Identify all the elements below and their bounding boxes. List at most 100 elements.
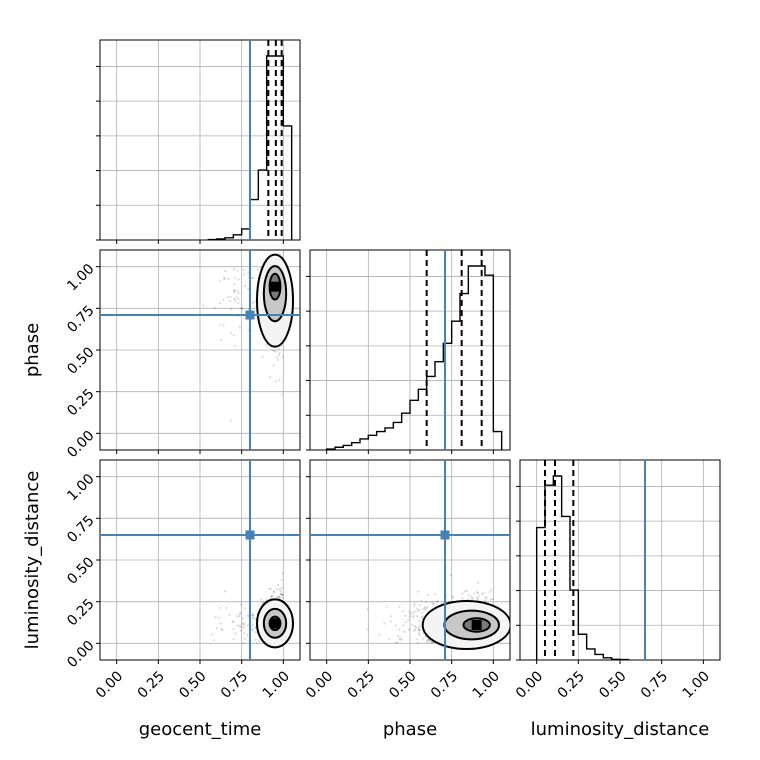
- panel-phase-hist: [306, 249, 511, 454]
- sample-point: [425, 639, 429, 642]
- sample-point: [411, 616, 415, 619]
- sample-point: [409, 612, 412, 615]
- sample-point: [484, 595, 487, 599]
- sample-point: [281, 596, 284, 600]
- sample-point: [232, 288, 236, 292]
- sample-point: [398, 638, 402, 641]
- histogram-luminosity_distance: [535, 475, 630, 661]
- sample-point: [431, 603, 435, 606]
- x-tick-label: 0.75: [218, 668, 251, 701]
- sample-point: [229, 299, 232, 303]
- sample-point: [412, 611, 415, 614]
- sample-point: [475, 596, 479, 599]
- sample-point: [254, 638, 257, 641]
- sample-point: [401, 610, 404, 613]
- sample-point: [219, 622, 222, 625]
- x-tick-label: 0.00: [513, 668, 546, 701]
- sample-point: [417, 632, 421, 635]
- sample-point: [252, 276, 255, 280]
- sample-point: [421, 615, 424, 618]
- sample-point: [229, 331, 233, 335]
- sample-point: [238, 624, 241, 628]
- sample-point: [484, 599, 487, 602]
- sample-point: [236, 289, 239, 292]
- y-tick-label: 1.00: [64, 261, 97, 294]
- truth-marker: [440, 530, 450, 540]
- sample-point: [389, 620, 392, 623]
- sample-point: [274, 350, 277, 353]
- sample-point: [413, 625, 417, 628]
- sample-point: [251, 624, 255, 627]
- sample-point: [241, 617, 244, 620]
- sample-point: [280, 578, 283, 582]
- sample-point: [272, 364, 275, 367]
- sample-point: [269, 587, 272, 590]
- sample-point: [261, 355, 264, 358]
- sample-point: [404, 614, 407, 617]
- sample-point: [229, 295, 232, 299]
- sample-point: [220, 627, 223, 631]
- sample-point: [261, 601, 264, 605]
- sample-point: [415, 638, 418, 641]
- sample-point: [488, 590, 492, 593]
- sample-point: [277, 595, 280, 598]
- sample-point: [281, 572, 284, 575]
- sample-point: [274, 380, 277, 383]
- y-axis-label-phase: phase: [22, 323, 43, 377]
- sample-point: [232, 620, 235, 623]
- sample-point: [449, 573, 452, 577]
- sample-point: [251, 627, 254, 630]
- sample-point: [425, 641, 429, 644]
- sample-point: [238, 278, 241, 281]
- sample-point: [430, 641, 433, 644]
- sample-point: [415, 626, 418, 629]
- sample-point: [421, 637, 424, 640]
- sample-point: [226, 295, 230, 299]
- sample-point: [211, 633, 214, 636]
- sample-point: [420, 611, 424, 614]
- sample-point: [223, 590, 227, 593]
- sample-point: [483, 591, 486, 595]
- sample-point: [413, 628, 417, 631]
- sample-point: [423, 606, 426, 609]
- sample-point: [270, 594, 273, 598]
- sample-point: [272, 590, 276, 593]
- sample-point: [281, 593, 284, 597]
- sample-point: [265, 343, 268, 347]
- y-tick-label: 1.00: [64, 471, 97, 504]
- sample-point: [238, 614, 241, 618]
- sample-point: [366, 608, 369, 611]
- y-tick-label: 0.75: [64, 303, 97, 336]
- sample-point: [242, 268, 245, 272]
- sample-point: [272, 349, 276, 353]
- sample-point: [411, 623, 414, 627]
- sample-point: [237, 292, 240, 295]
- sample-point: [252, 616, 255, 619]
- sample-point: [243, 624, 246, 627]
- sample-point: [214, 307, 217, 310]
- sample-point: [246, 614, 249, 617]
- sample-point: [280, 586, 283, 590]
- sample-point: [425, 600, 428, 603]
- sample-point: [229, 307, 233, 311]
- sample-point: [472, 592, 476, 595]
- sample-point: [234, 299, 237, 302]
- sample-point: [247, 329, 250, 332]
- sample-point: [236, 269, 239, 272]
- x-tick-label: 0.50: [386, 668, 419, 701]
- sample-point: [223, 277, 226, 280]
- y-tick-label: 0.25: [64, 596, 97, 629]
- sample-point: [214, 615, 217, 618]
- sample-point: [271, 594, 274, 597]
- sample-point: [418, 625, 421, 628]
- sample-point: [431, 641, 434, 644]
- sample-point: [278, 353, 281, 356]
- sample-point: [426, 606, 429, 609]
- sample-point: [476, 581, 480, 585]
- sample-point: [251, 629, 254, 632]
- sample-point: [234, 632, 237, 635]
- sample-point: [383, 622, 386, 625]
- sample-point: [230, 419, 233, 422]
- sample-point: [215, 627, 218, 630]
- sample-point: [247, 287, 250, 290]
